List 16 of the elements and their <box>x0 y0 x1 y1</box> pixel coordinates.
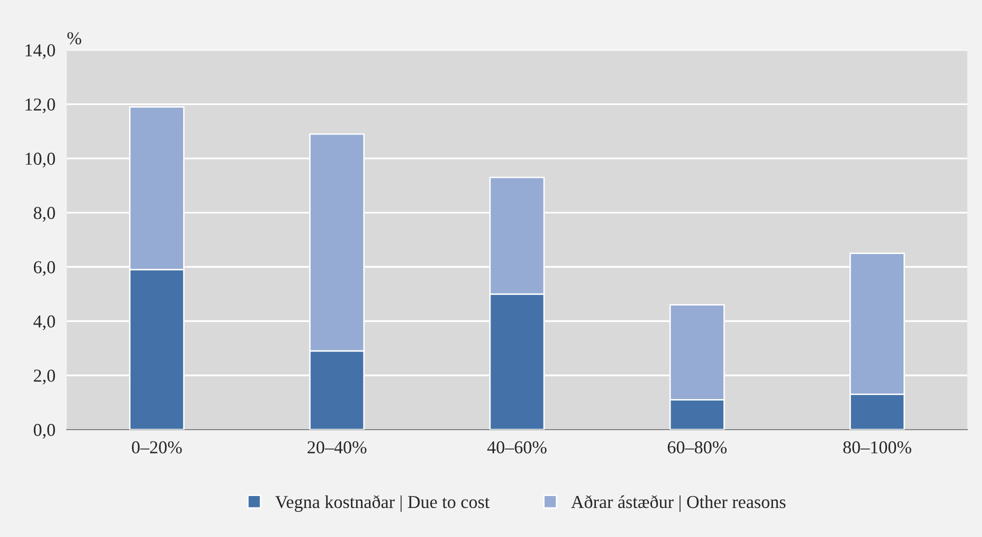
y-tick-label: 8,0 <box>34 206 55 222</box>
x-tick-label: 80–100% <box>843 441 912 454</box>
y-tick-label: 6,0 <box>34 261 55 276</box>
y-tick-label: 10,0 <box>26 152 55 168</box>
y-tick-label: 0,0 <box>34 424 55 439</box>
y-tick-label: 4,0 <box>33 315 55 330</box>
x-tick-label: 20–40% <box>308 441 366 454</box>
legend-label: Vegna kostnaðar | Due to cost <box>275 495 490 512</box>
y-axis-title: % <box>67 32 82 44</box>
y-tick-label: 14,0 <box>26 44 55 59</box>
legend-label: Aðrar ástæður | Other reasons <box>571 495 786 512</box>
x-tick-label: 0–20% <box>132 441 182 454</box>
y-tick-label: 2,0 <box>34 370 55 384</box>
x-tick-label: 40–60% <box>487 441 546 454</box>
y-tick-label: 12,0 <box>26 98 55 114</box>
x-tick-label: 60–80% <box>668 441 727 454</box>
